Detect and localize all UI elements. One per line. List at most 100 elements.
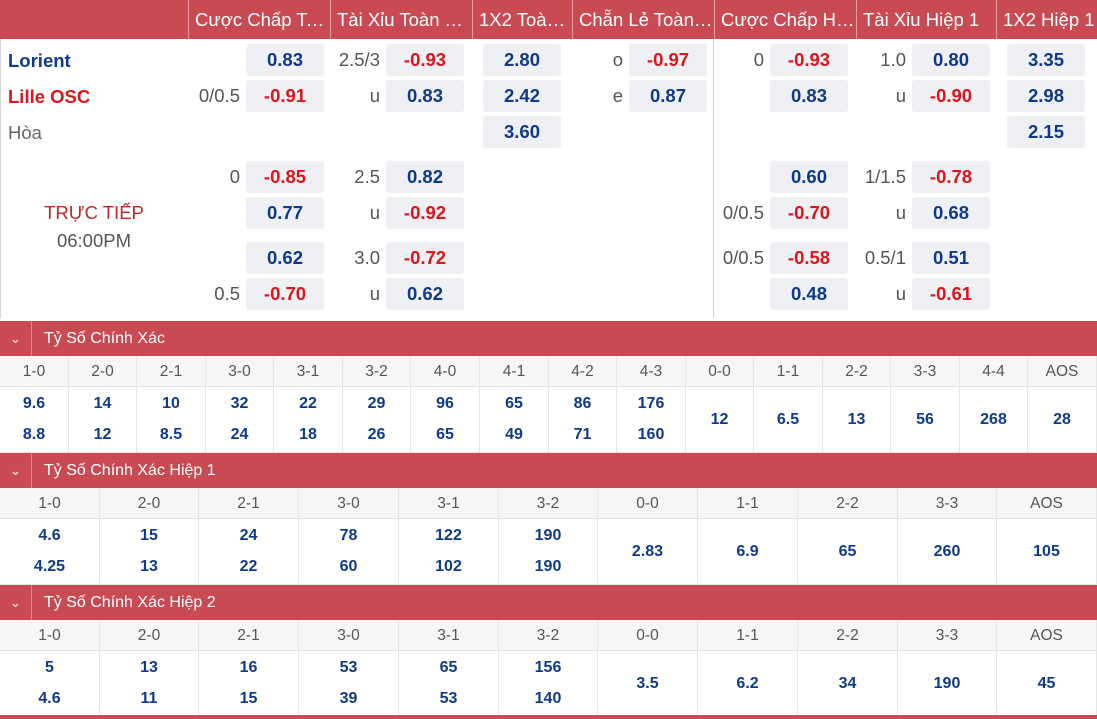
- score-odd[interactable]: 56: [916, 411, 934, 428]
- score-odds-cell[interactable]: 29 26: [343, 387, 411, 453]
- score-odds-cell[interactable]: 15 13: [100, 519, 199, 585]
- h1-ou-under-odd[interactable]: 0.68: [912, 197, 990, 229]
- chevron-down-icon[interactable]: ⌄: [0, 453, 32, 488]
- score-odd-away[interactable]: 190: [534, 558, 562, 575]
- correct-score-h1-header[interactable]: ⌄ Tỷ Số Chính Xác Hiệp 1: [0, 453, 1097, 488]
- score-odd[interactable]: 260: [933, 543, 961, 560]
- score-odd-away[interactable]: 8.5: [159, 426, 183, 443]
- score-odd-home[interactable]: 15: [140, 527, 158, 544]
- score-odds-cell[interactable]: 9.6 8.8: [0, 387, 69, 453]
- score-odds-cell[interactable]: 122 102: [399, 519, 499, 585]
- score-odd-home[interactable]: 10: [162, 395, 180, 412]
- ft-ou-under-odd[interactable]: 0.83: [386, 80, 464, 112]
- ft-hdp-home-odd[interactable]: -0.85: [246, 161, 324, 193]
- score-odd-home[interactable]: 4.6: [38, 527, 61, 544]
- score-odd-away[interactable]: 39: [339, 690, 358, 707]
- ft-hdp-home-odd[interactable]: 0.83: [246, 44, 324, 76]
- col-h1-1x2[interactable]: 1X2 Hiệp 1: [996, 0, 1097, 39]
- ft-hdp-home-odd[interactable]: 0.62: [246, 242, 324, 274]
- chevron-down-icon[interactable]: ⌄: [0, 321, 32, 356]
- h1-ou-under-odd[interactable]: -0.90: [912, 80, 990, 112]
- score-odds-cell[interactable]: 32 24: [206, 387, 274, 453]
- score-odds-cell[interactable]: 176 160: [617, 387, 686, 453]
- score-odd-away[interactable]: 65: [436, 426, 454, 443]
- score-odds-cell[interactable]: 156 140: [499, 651, 598, 717]
- h1-ou-over-odd[interactable]: 0.80: [912, 44, 990, 76]
- score-odd-away[interactable]: 24: [230, 426, 249, 443]
- score-odd-away[interactable]: 13: [140, 558, 158, 575]
- score-odd-home[interactable]: 176: [637, 395, 665, 412]
- score-odds-cell[interactable]: 5 4.6: [0, 651, 100, 717]
- score-odds-cell[interactable]: 4.6 4.25: [0, 519, 100, 585]
- score-odds-cell[interactable]: 105: [997, 519, 1097, 585]
- score-odd[interactable]: 190: [933, 675, 961, 692]
- ft-hdp-away-odd[interactable]: -0.91: [246, 80, 324, 112]
- score-odds-cell[interactable]: 65 49: [480, 387, 549, 453]
- score-odd-away[interactable]: 8.8: [22, 426, 46, 443]
- score-odd-away[interactable]: 26: [367, 426, 386, 443]
- score-odds-cell[interactable]: 13: [823, 387, 891, 453]
- col-h1-handicap[interactable]: Cược Chấp Hiệp 1: [714, 0, 856, 39]
- score-odd-away[interactable]: 49: [505, 426, 523, 443]
- correct-score-header[interactable]: ⌄ Tỷ Số Chính Xác: [0, 321, 1097, 356]
- score-odd[interactable]: 28: [1053, 411, 1071, 428]
- score-odd-away[interactable]: 22: [239, 558, 258, 575]
- h1-1x2-away-odd[interactable]: 2.98: [1007, 80, 1085, 112]
- ft-1x2-draw-odd[interactable]: 3.60: [483, 116, 561, 148]
- score-odds-cell[interactable]: 6.9: [698, 519, 798, 585]
- score-odd[interactable]: 13: [847, 411, 866, 428]
- ft-ou-over-odd[interactable]: -0.72: [386, 242, 464, 274]
- score-odd-home[interactable]: 65: [505, 395, 523, 412]
- score-odd-away[interactable]: 160: [637, 426, 665, 443]
- col-h1-over-under[interactable]: Tài Xỉu Hiệp 1: [856, 0, 996, 39]
- score-odd-away[interactable]: 15: [239, 690, 258, 707]
- score-odds-cell[interactable]: 24 22: [199, 519, 299, 585]
- score-odd-away[interactable]: 4.25: [33, 558, 66, 575]
- score-odd[interactable]: 3.5: [636, 675, 659, 692]
- score-odds-cell[interactable]: 86 71: [549, 387, 617, 453]
- score-odd-away[interactable]: 71: [573, 426, 592, 443]
- ft-1x2-away-odd[interactable]: 2.42: [483, 80, 561, 112]
- score-odd-home[interactable]: 53: [339, 659, 358, 676]
- score-odds-cell[interactable]: 65 53: [399, 651, 499, 717]
- score-odd-home[interactable]: 29: [367, 395, 386, 412]
- score-odds-cell[interactable]: 56: [891, 387, 960, 453]
- ft-ou-over-odd[interactable]: 0.82: [386, 161, 464, 193]
- score-odd[interactable]: 2.83: [631, 543, 664, 560]
- score-odds-cell[interactable]: 13 11: [100, 651, 199, 717]
- score-odds-cell[interactable]: 10 8.5: [137, 387, 206, 453]
- score-odd-home[interactable]: 78: [339, 527, 358, 544]
- score-odd[interactable]: 6.9: [736, 543, 759, 560]
- h1-hdp-home-odd[interactable]: -0.58: [770, 242, 848, 274]
- h1-hdp-away-odd[interactable]: -0.70: [770, 197, 848, 229]
- score-odds-cell[interactable]: 2.83: [598, 519, 698, 585]
- h1-hdp-away-odd[interactable]: 0.48: [770, 278, 848, 310]
- chevron-down-icon[interactable]: ⌄: [0, 585, 32, 620]
- ft-oe-odd-odd[interactable]: -0.97: [629, 44, 707, 76]
- score-odd-home[interactable]: 9.6: [22, 395, 46, 412]
- score-odds-cell[interactable]: 22 18: [274, 387, 343, 453]
- score-odd-away[interactable]: 4.6: [38, 690, 61, 707]
- ft-1x2-home-odd[interactable]: 2.80: [483, 44, 561, 76]
- ft-hdp-away-odd[interactable]: 0.77: [246, 197, 324, 229]
- score-odds-cell[interactable]: 3.5: [598, 651, 698, 717]
- score-odd[interactable]: 65: [838, 543, 857, 560]
- score-odd-away[interactable]: 12: [93, 426, 112, 443]
- correct-score-h2-header[interactable]: ⌄ Tỷ Số Chính Xác Hiệp 2: [0, 585, 1097, 620]
- score-odds-cell[interactable]: 96 65: [411, 387, 480, 453]
- h1-1x2-home-odd[interactable]: 3.35: [1007, 44, 1085, 76]
- score-odd-away[interactable]: 53: [439, 690, 458, 707]
- col-ft-1x2[interactable]: 1X2 Toàn Trận: [472, 0, 572, 39]
- score-odd-home[interactable]: 5: [45, 659, 54, 676]
- score-odd[interactable]: 268: [980, 411, 1007, 428]
- h1-ou-over-odd[interactable]: -0.78: [912, 161, 990, 193]
- score-odd-home[interactable]: 156: [534, 659, 562, 676]
- score-odd[interactable]: 45: [1037, 675, 1056, 692]
- score-odd-away[interactable]: 11: [140, 690, 158, 707]
- col-ft-over-under[interactable]: Tài Xỉu Toàn Trận: [330, 0, 472, 39]
- score-odds-cell[interactable]: 190 190: [499, 519, 598, 585]
- score-odds-cell[interactable]: 34: [798, 651, 898, 717]
- h1-hdp-home-odd[interactable]: -0.93: [770, 44, 848, 76]
- score-odds-cell[interactable]: 6.5: [754, 387, 823, 453]
- ft-ou-under-odd[interactable]: 0.62: [386, 278, 464, 310]
